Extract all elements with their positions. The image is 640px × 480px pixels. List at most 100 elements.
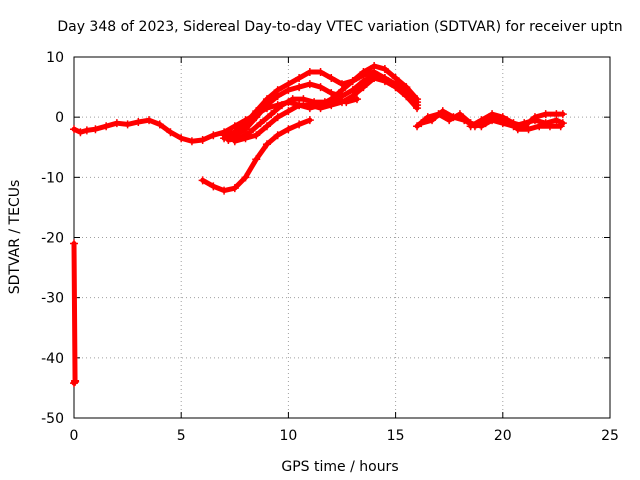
data-point	[277, 101, 286, 110]
x-axis-label: GPS time / hours	[281, 459, 398, 475]
data-point	[509, 119, 518, 128]
data-point	[166, 128, 175, 137]
y-tick-label: 0	[55, 110, 64, 126]
series-track-i	[466, 110, 567, 131]
y-tick-label: -30	[41, 291, 64, 307]
data-point	[230, 184, 239, 193]
data-point	[252, 113, 261, 122]
data-point	[262, 122, 271, 131]
data-point	[520, 122, 529, 131]
data-point	[449, 113, 458, 122]
x-tick-label: 25	[601, 428, 619, 444]
data-point	[241, 134, 250, 143]
data-point	[370, 62, 379, 71]
series-track-f	[198, 116, 314, 195]
data-point	[535, 122, 544, 131]
data-point	[224, 136, 233, 145]
data-point	[82, 126, 91, 135]
data-point	[209, 131, 218, 140]
data-point	[295, 74, 304, 83]
y-tick-label: -10	[41, 170, 64, 186]
data-point	[295, 120, 304, 129]
data-point	[273, 113, 282, 122]
data-point	[134, 117, 143, 126]
data-point	[112, 119, 121, 128]
data-point	[70, 239, 78, 248]
data-point	[413, 104, 422, 113]
data-point	[155, 120, 164, 129]
data-point	[299, 95, 308, 104]
data-point	[198, 136, 207, 145]
data-point	[273, 131, 282, 140]
x-tick-label: 10	[279, 428, 297, 444]
data-point	[305, 68, 314, 77]
data-point	[252, 155, 261, 164]
data-point	[558, 110, 567, 119]
data-point	[102, 122, 111, 131]
grid-lines	[74, 57, 610, 418]
data-point	[262, 140, 271, 149]
data-point	[413, 122, 422, 131]
series-trace	[468, 111, 566, 129]
data-point	[327, 89, 336, 98]
data-point	[284, 86, 293, 95]
series-trace	[71, 241, 78, 386]
series-isolated	[70, 239, 80, 388]
data-point	[241, 173, 250, 182]
y-axis-ticks: 10 0 -10 -20 -30 -40 -50	[41, 50, 610, 427]
data-point	[428, 116, 437, 125]
data-point	[76, 128, 85, 137]
data-point	[256, 119, 265, 128]
data-point	[402, 92, 411, 101]
series-track-e	[230, 74, 422, 146]
data-points	[70, 62, 567, 388]
data-point	[380, 65, 389, 74]
series-track-h	[417, 107, 565, 134]
x-axis-ticks: 0 5 10 15 20 25	[70, 57, 619, 444]
data-point	[348, 77, 357, 86]
data-point	[284, 125, 293, 134]
data-point	[488, 110, 497, 119]
y-tick-label: -20	[41, 231, 64, 247]
data-point	[541, 110, 550, 119]
data-point	[391, 83, 400, 92]
x-tick-label: 15	[387, 428, 405, 444]
y-tick-label: -40	[41, 351, 64, 367]
chart-title: Day 348 of 2023, Sidereal Day-to-day VTE…	[57, 19, 622, 35]
data-point	[252, 131, 261, 140]
data-point	[177, 134, 186, 143]
y-tick-label: 10	[46, 50, 64, 66]
data-point	[359, 83, 368, 92]
data-point	[198, 176, 207, 185]
data-point	[530, 113, 539, 122]
data-point	[316, 83, 325, 92]
data-point	[230, 137, 239, 146]
data-point	[123, 120, 132, 129]
data-point	[305, 116, 314, 125]
data-point	[438, 107, 447, 116]
data-point	[460, 116, 469, 125]
data-point	[353, 95, 362, 104]
data-point	[348, 92, 357, 101]
data-point	[305, 80, 314, 89]
data-point	[359, 68, 368, 77]
data-point	[295, 101, 304, 110]
y-axis-label: SDTVAR / TECUs	[7, 180, 23, 295]
data-point	[370, 74, 379, 83]
data-point	[327, 74, 336, 83]
data-point	[288, 95, 297, 104]
data-point	[267, 110, 276, 119]
data-point	[417, 119, 426, 128]
data-point	[145, 116, 154, 125]
data-point	[556, 122, 565, 131]
data-point	[209, 182, 218, 191]
data-point	[327, 101, 336, 110]
data-point	[91, 125, 100, 134]
data-point	[262, 101, 271, 110]
x-tick-label: 5	[177, 428, 186, 444]
data-point	[338, 98, 346, 107]
x-tick-label: 0	[70, 428, 79, 444]
data-point	[316, 104, 325, 113]
data-point	[273, 92, 282, 101]
